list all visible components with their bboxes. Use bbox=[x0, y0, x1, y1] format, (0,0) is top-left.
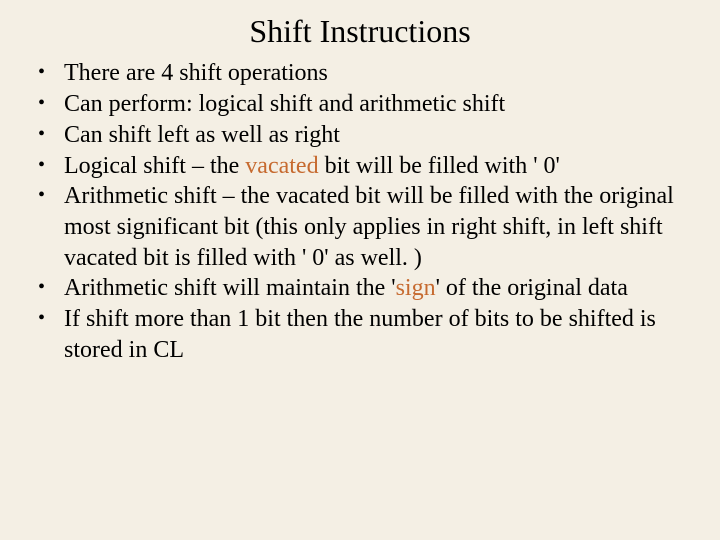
list-item: Can perform: logical shift and arithmeti… bbox=[34, 89, 686, 120]
list-item: Arithmetic shift will maintain the 'sign… bbox=[34, 273, 686, 304]
bullet-text-post: bit will be filled with ' 0' bbox=[319, 153, 560, 179]
slide-title: Shift Instructions bbox=[34, 12, 686, 50]
bullet-text: If shift more than 1 bit then the number… bbox=[64, 306, 656, 363]
bullet-list: There are 4 shift operations Can perform… bbox=[34, 58, 686, 365]
bullet-text: Can perform: logical shift and arithmeti… bbox=[64, 91, 505, 117]
list-item: Logical shift – the vacated bit will be … bbox=[34, 151, 686, 182]
list-item: Can shift left as well as right bbox=[34, 120, 686, 151]
bullet-text-post: ' of the original data bbox=[436, 275, 628, 301]
bullet-text-highlight: vacated bbox=[245, 153, 318, 179]
list-item: There are 4 shift operations bbox=[34, 58, 686, 89]
bullet-text: Can shift left as well as right bbox=[64, 122, 340, 148]
list-item: Arithmetic shift – the vacated bit will … bbox=[34, 181, 686, 273]
bullet-text-highlight: sign bbox=[396, 275, 436, 301]
bullet-text-pre: Logical shift – the bbox=[64, 153, 245, 179]
bullet-text-pre: Arithmetic shift will maintain the ' bbox=[64, 275, 396, 301]
list-item: If shift more than 1 bit then the number… bbox=[34, 304, 686, 365]
slide: Shift Instructions There are 4 shift ope… bbox=[0, 0, 720, 540]
bullet-text: There are 4 shift operations bbox=[64, 60, 328, 86]
bullet-text: Arithmetic shift – the vacated bit will … bbox=[64, 183, 674, 270]
